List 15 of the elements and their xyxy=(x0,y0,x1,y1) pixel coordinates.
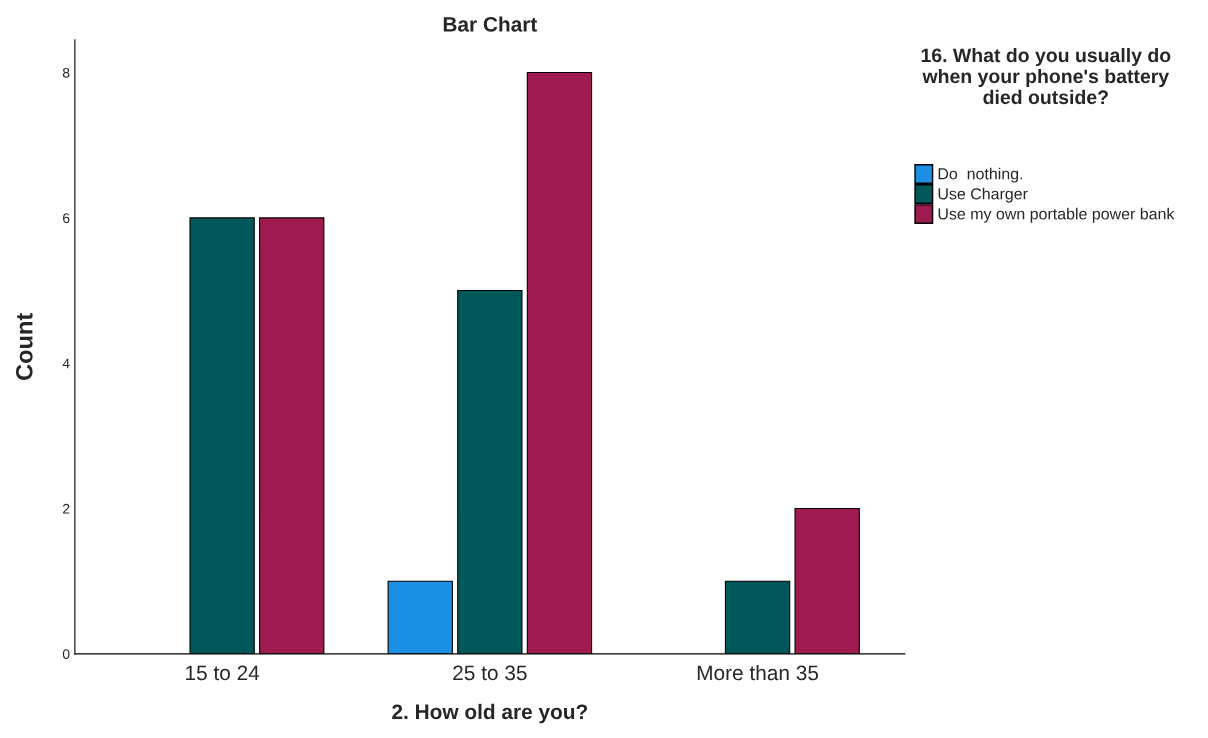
y-tick-label: 6 xyxy=(63,213,70,224)
legend-label: Use my own portable power bank xyxy=(938,207,1175,223)
legend-label: Do nothing. xyxy=(938,167,1023,183)
y-tick-label: 4 xyxy=(62,358,70,369)
x-tick-label: 15 to 24 xyxy=(186,665,260,681)
chart-title: Bar Chart xyxy=(443,16,538,32)
y-tick-label: 8 xyxy=(62,67,70,78)
x-tick-label: More than 35 xyxy=(697,664,819,681)
y-tick-label: 0 xyxy=(62,649,70,660)
x-axis-title: 2. How old are you? xyxy=(392,703,588,724)
y-axis-title: Count xyxy=(15,313,33,380)
x-tick-label: 25 to 35 xyxy=(453,665,527,681)
legend-label: Use Charger xyxy=(938,187,1028,203)
y-tick-label: 2 xyxy=(63,503,70,514)
legend-title: 16. What do you usually do when your phone's battery died outside? xyxy=(921,47,1171,105)
